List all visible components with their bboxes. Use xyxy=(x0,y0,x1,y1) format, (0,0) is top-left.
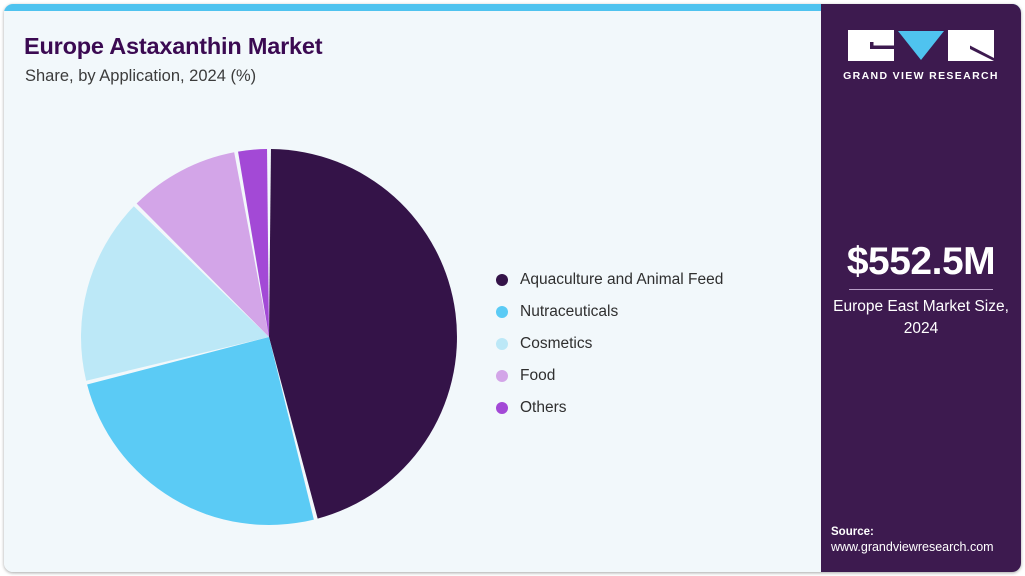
legend-swatch-icon xyxy=(496,274,508,286)
pie-slice[interactable] xyxy=(269,149,457,519)
card-container: Europe Astaxanthin Market Share, by Appl… xyxy=(4,4,1021,572)
legend-label: Cosmetics xyxy=(520,335,593,352)
pie-slice[interactable] xyxy=(81,206,269,381)
legend-swatch-icon xyxy=(496,306,508,318)
chart-pane: Europe Astaxanthin Market Share, by Appl… xyxy=(4,11,821,572)
stat-divider xyxy=(849,289,993,290)
page-title: Europe Astaxanthin Market xyxy=(24,33,323,59)
top-accent-bar xyxy=(4,4,1021,11)
legend-item[interactable]: Others xyxy=(496,392,796,424)
pie-slice[interactable] xyxy=(238,149,269,337)
source-block: Source: www.grandviewresearch.com xyxy=(831,526,1013,554)
legend-item[interactable]: Nutraceuticals xyxy=(496,296,796,328)
pie-chart xyxy=(74,142,464,532)
legend-swatch-icon xyxy=(496,402,508,414)
legend-swatch-icon xyxy=(496,338,508,350)
legend-swatch-icon xyxy=(496,370,508,382)
source-url[interactable]: www.grandviewresearch.com xyxy=(831,540,994,554)
source-label: Source: xyxy=(831,526,874,538)
legend-item[interactable]: Food xyxy=(496,360,796,392)
legend-item[interactable]: Aquaculture and Animal Feed xyxy=(496,264,796,296)
gvr-logo-icon xyxy=(848,30,994,61)
stat-caption: Europe East Market Size, 2024 xyxy=(833,298,1009,337)
legend-label: Nutraceuticals xyxy=(520,303,619,320)
pie-slice[interactable] xyxy=(87,337,314,525)
pie-slice[interactable] xyxy=(136,152,269,337)
side-panel: GRAND VIEW RESEARCH $552.5M Europe East … xyxy=(821,4,1021,572)
logo-wordmark: GRAND VIEW RESEARCH xyxy=(843,70,999,82)
legend-label: Food xyxy=(520,367,556,384)
legend-item[interactable]: Cosmetics xyxy=(496,328,796,360)
brand-logo: GRAND VIEW RESEARCH xyxy=(821,30,1021,90)
legend-label: Aquaculture and Animal Feed xyxy=(520,271,724,288)
chart-legend: Aquaculture and Animal Feed Nutraceutical… xyxy=(496,264,796,424)
logo-marks xyxy=(848,30,994,61)
stat-value: $552.5M xyxy=(846,240,996,283)
page-subtitle: Share, by Application, 2024 (%) xyxy=(25,67,257,85)
legend-label: Others xyxy=(520,399,567,416)
pie-chart-svg xyxy=(81,149,457,525)
